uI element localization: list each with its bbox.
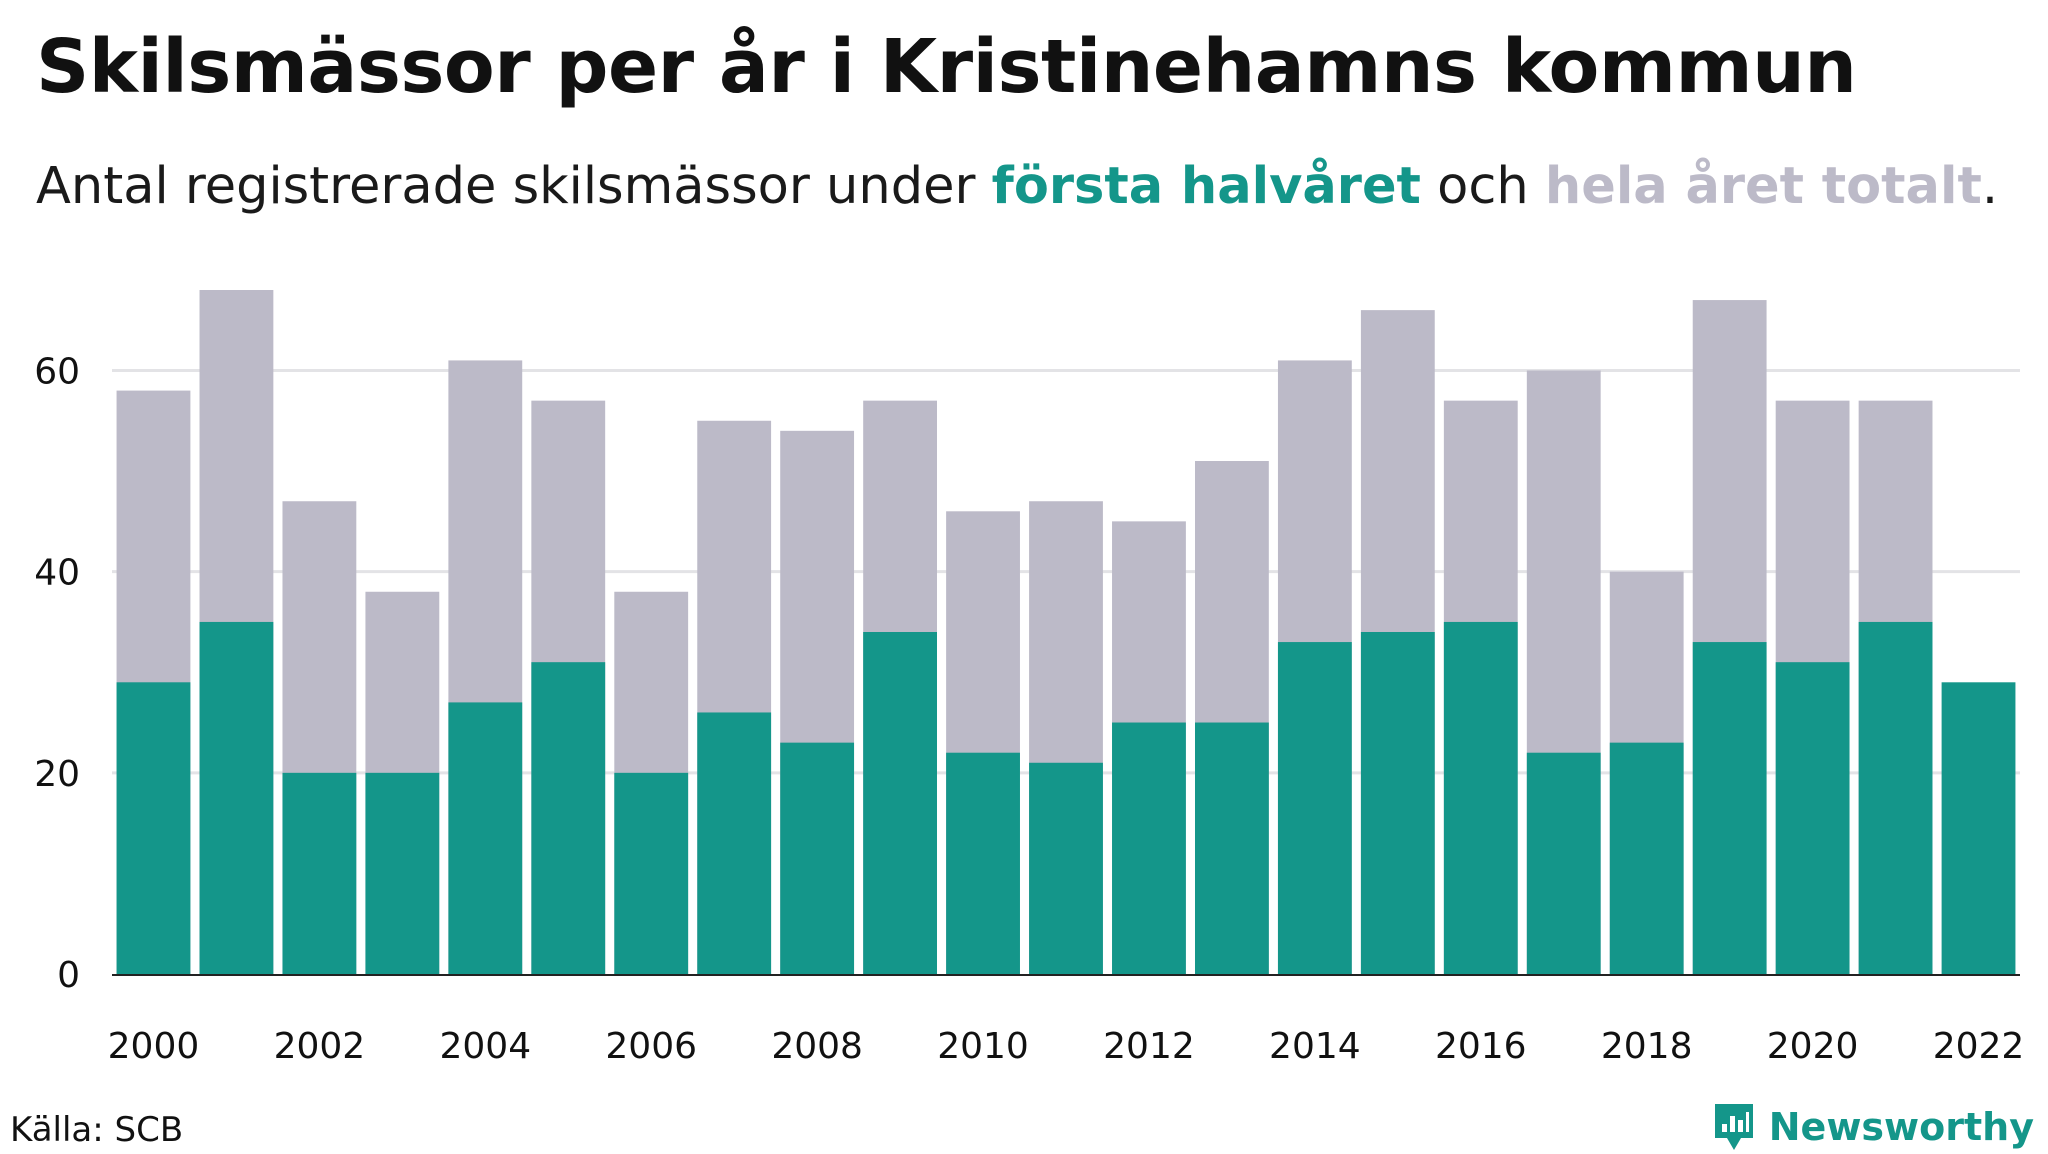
- bar-first-half-2012: [1112, 722, 1186, 974]
- x-tick-label: 2016: [1435, 1026, 1527, 1067]
- x-tick-label: 2004: [439, 1026, 531, 1067]
- subtitle-legend-total: hela året totalt: [1544, 157, 1982, 216]
- bar-first-half-2018: [1609, 742, 1684, 974]
- newsworthy-logo-icon: [1714, 1104, 1753, 1150]
- bar-first-half-2002: [282, 772, 357, 974]
- bar-first-half-2019: [1692, 642, 1767, 974]
- bar-first-half-2007: [697, 712, 772, 974]
- chart-title: Skilsmässor per år i Kristinehamns kommu…: [36, 24, 1857, 110]
- chart-subtitle: Antal registrerade skilsmässor under för…: [36, 152, 1998, 222]
- bar-first-half-2017: [1526, 752, 1601, 974]
- source-label: Källa: SCB: [10, 1110, 184, 1150]
- bar-first-half-2008: [780, 742, 855, 974]
- brand-name: Newsworthy: [1768, 1105, 2034, 1149]
- brand: Newsworthy: [1711, 1100, 2034, 1154]
- x-tick-label: 2012: [1103, 1026, 1195, 1067]
- bar-first-half-2004: [448, 702, 523, 974]
- x-tick-label: 2020: [1767, 1026, 1859, 1067]
- bar-first-half-2013: [1194, 722, 1269, 974]
- x-tick-label: 2006: [605, 1026, 697, 1067]
- y-tick-label: 40: [34, 553, 80, 594]
- subtitle-text-before: Antal registrerade skilsmässor under: [36, 157, 992, 216]
- x-tick-label: 2010: [937, 1026, 1029, 1067]
- bar-first-half-2021: [1858, 621, 1933, 974]
- x-tick-label: 2018: [1601, 1026, 1693, 1067]
- bars: [116, 290, 2016, 975]
- bar-first-half-2015: [1360, 632, 1435, 974]
- x-tick-label: 2002: [274, 1026, 366, 1067]
- x-tick-label: 2022: [1933, 1026, 2025, 1067]
- x-tick-label: 2000: [108, 1026, 200, 1067]
- bar-first-half-2010: [946, 752, 1020, 974]
- bar-first-half-2020: [1775, 662, 1850, 974]
- bar-first-half-2022: [1941, 682, 2016, 974]
- y-tick-label: 0: [57, 955, 80, 996]
- bar-first-half-2011: [1029, 762, 1103, 974]
- bar-first-half-2016: [1443, 621, 1518, 974]
- y-tick-label: 20: [34, 754, 80, 795]
- subtitle-text-middle: och: [1420, 157, 1545, 216]
- axes: 0 20 40 60 2000 2002 2004 2006 2008 2010 2012 2014 2…: [34, 351, 2024, 1067]
- bar-first-half-2006: [614, 772, 689, 974]
- bar-first-half-2000: [116, 682, 191, 974]
- bar-first-half-2014: [1277, 642, 1352, 974]
- bar-first-half-2005: [531, 662, 606, 974]
- bar-first-half-2009: [863, 632, 938, 974]
- x-tick-label: 2008: [771, 1026, 863, 1067]
- bar-first-half-2001: [199, 621, 274, 974]
- y-tick-label: 60: [34, 351, 80, 392]
- subtitle-text-after: .: [1981, 157, 1999, 216]
- x-tick-label: 2014: [1269, 1026, 1361, 1067]
- bar-first-half-2003: [365, 772, 440, 974]
- subtitle-legend-first-half: första halvåret: [991, 157, 1421, 216]
